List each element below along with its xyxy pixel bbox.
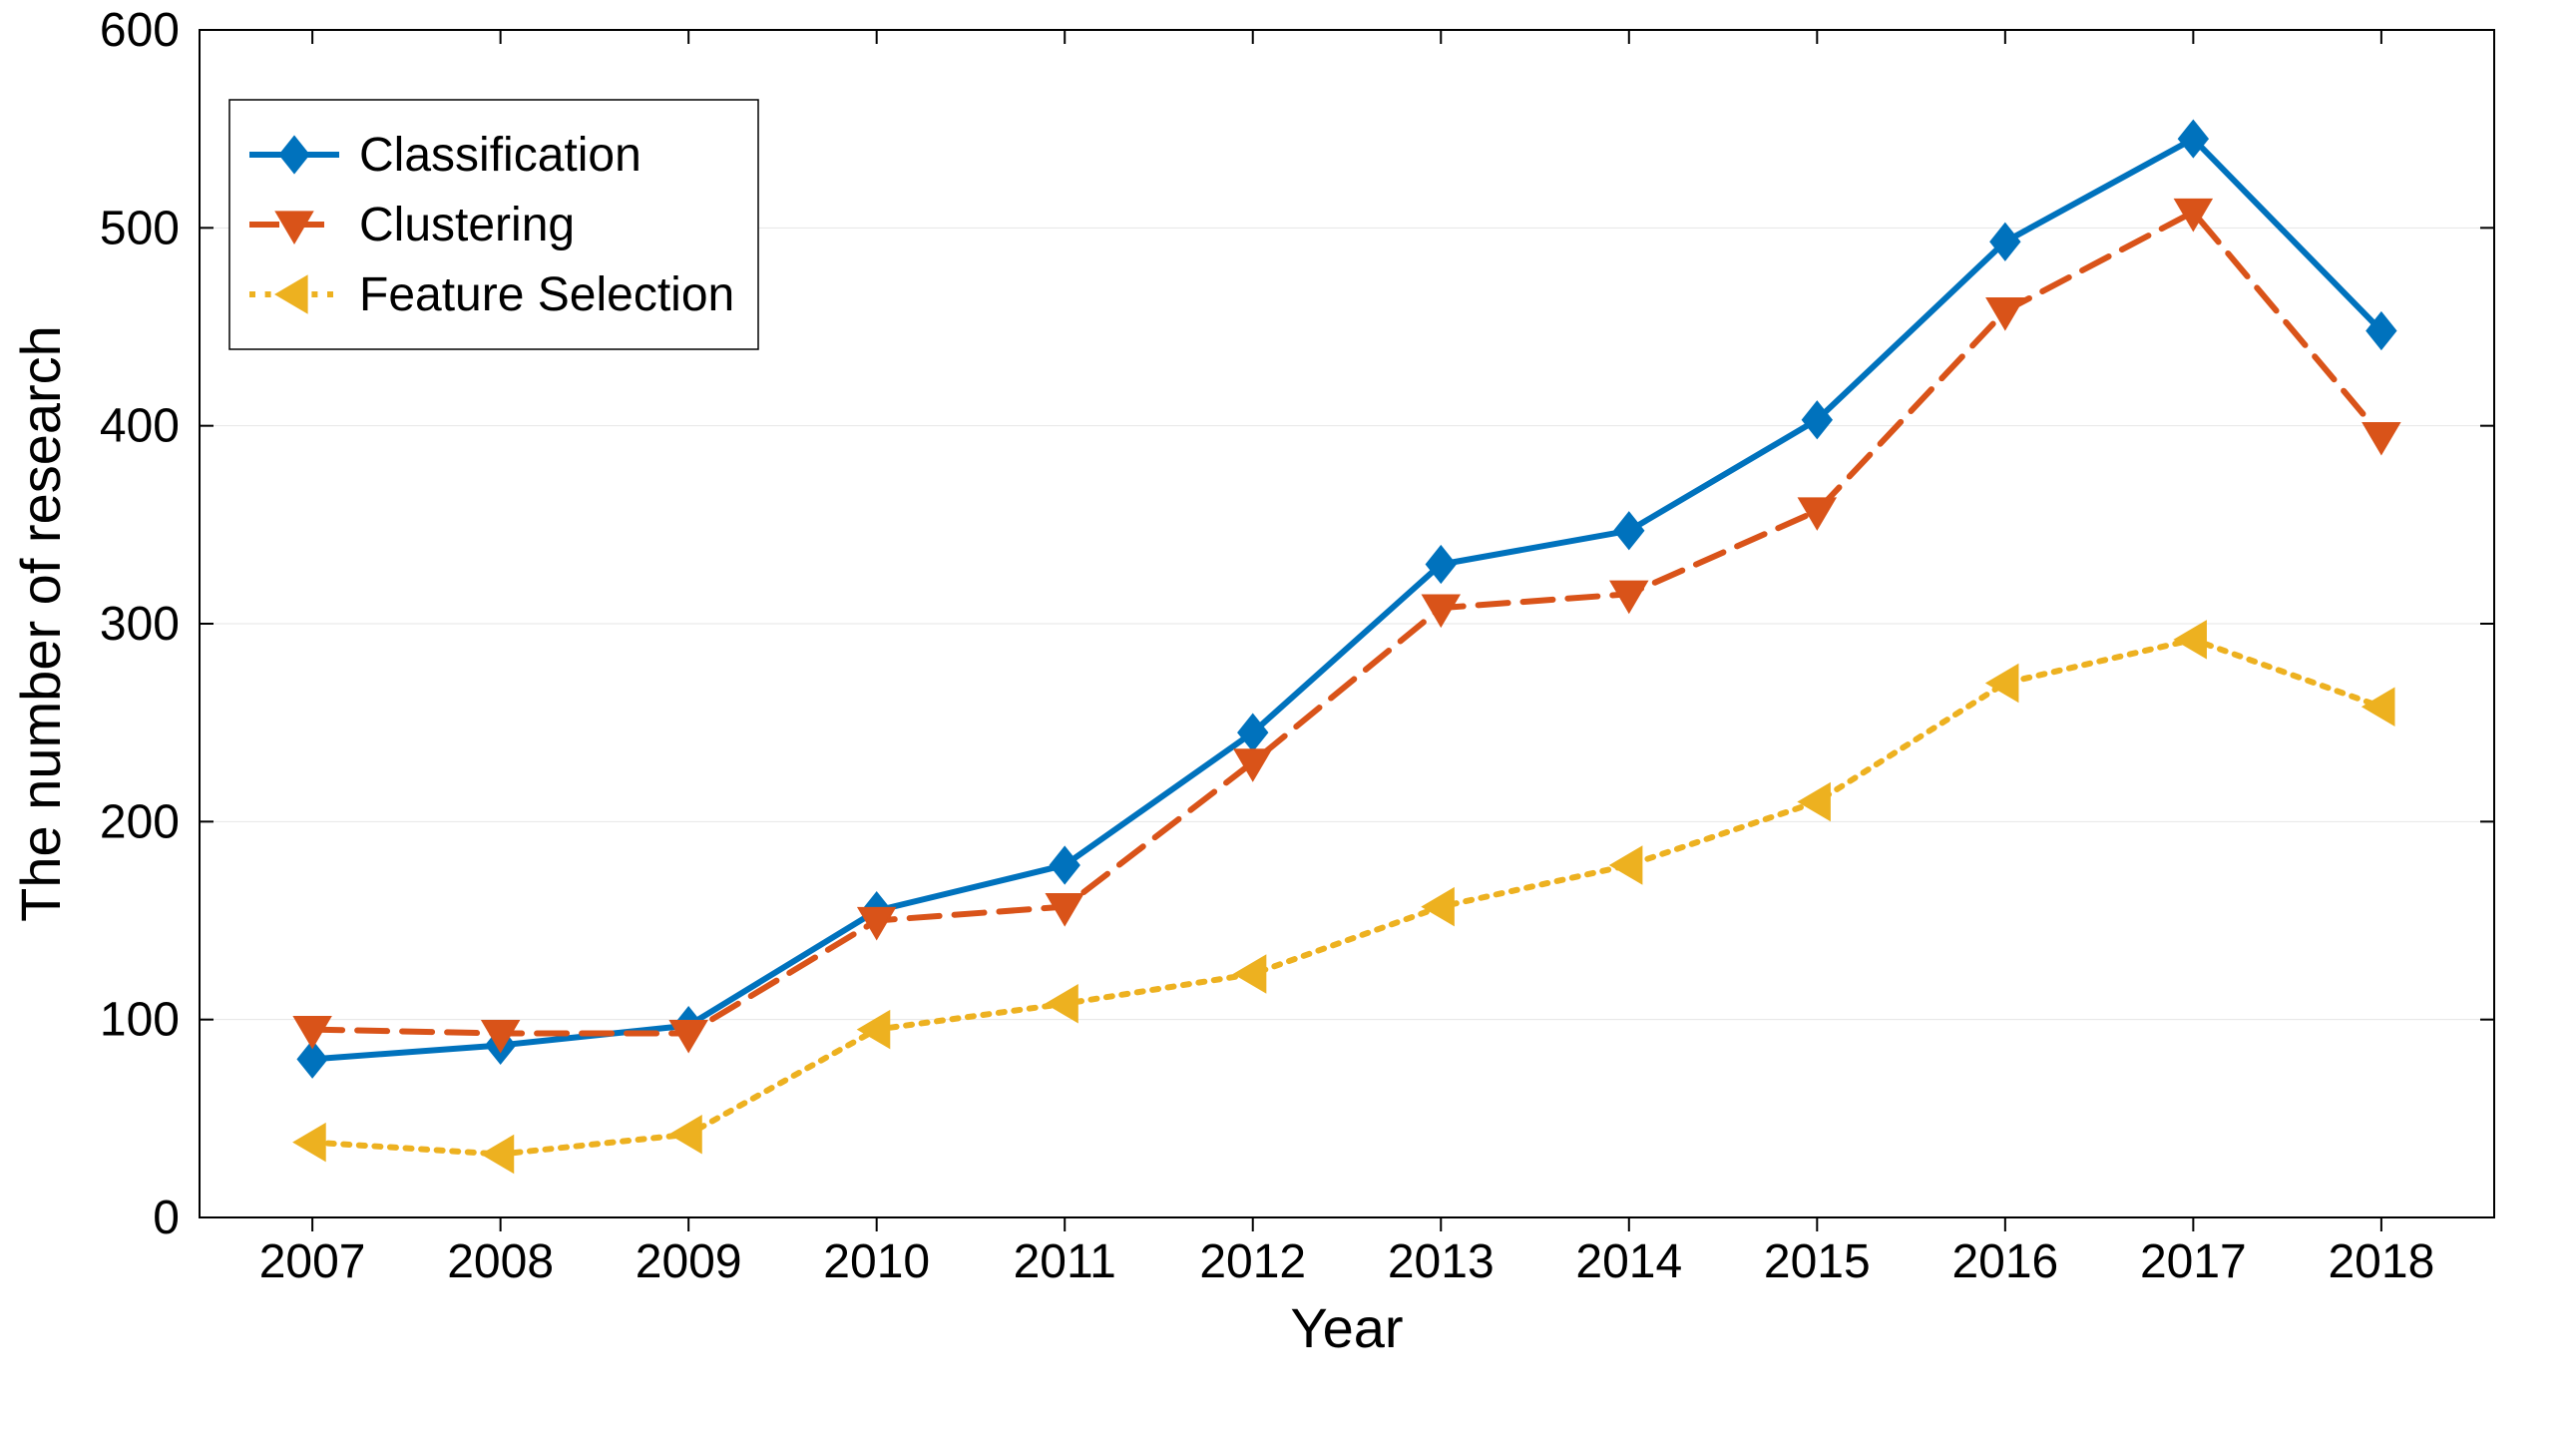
chart-container: 2007 2008 2009 2010 2011 2012 2013 2014 2015 2016… [0,0,2576,1444]
x-tick-label: 2010 [823,1235,930,1288]
x-tick-label: 2009 [636,1235,742,1288]
x-tick-label: 2016 [1951,1235,2058,1288]
x-tick-label: 2013 [1388,1235,1495,1288]
x-tick-label: 2015 [1764,1235,1871,1288]
y-tick-label: 500 [100,202,180,254]
y-axis-label: The number of research [9,325,72,922]
x-tick-label: 2014 [1575,1235,1682,1288]
y-tick-label: 400 [100,400,180,453]
x-axis-label: Year [1290,1296,1403,1359]
x-tick-label: 2007 [259,1235,366,1288]
legend-label: Classification [359,129,642,182]
y-tick-label: 200 [100,795,180,848]
x-tick-label: 2011 [1014,1235,1116,1288]
y-tick-label: 300 [100,598,180,651]
y-tick-label: 0 [153,1192,180,1244]
legend-label: Feature Selection [359,268,734,321]
line-chart: 2007 2008 2009 2010 2011 2012 2013 2014 2015 2016… [0,0,2576,1444]
legend-label: Clustering [359,199,575,251]
y-tick-label: 100 [100,994,180,1047]
x-tick-label: 2018 [2328,1235,2434,1288]
x-tick-label: 2017 [2140,1235,2247,1288]
x-tick-label: 2008 [447,1235,554,1288]
x-tick-label: 2012 [1199,1235,1306,1288]
y-tick-label: 600 [100,4,180,57]
